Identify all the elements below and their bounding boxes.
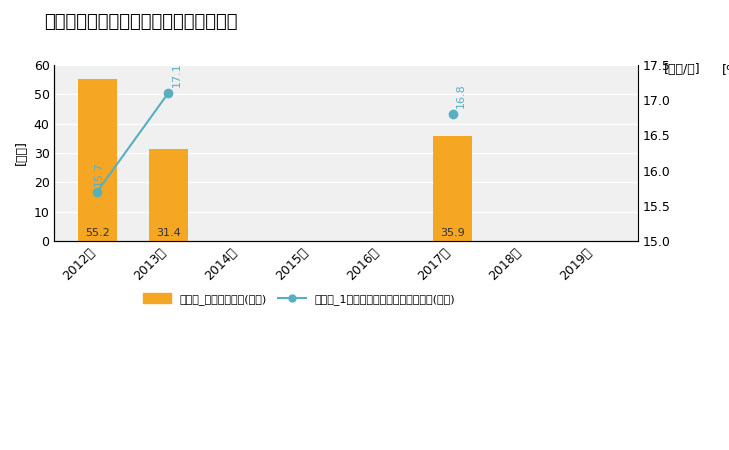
Legend: 産業用_工事費予定額(左軸), 産業用_1平米当たり平均工事費予定額(右軸): 産業用_工事費予定額(左軸), 産業用_1平米当たり平均工事費予定額(右軸) [139,289,460,310]
Bar [433,136,472,241]
Text: 17.1: 17.1 [172,62,182,87]
Text: 15.7: 15.7 [93,162,104,186]
Y-axis label: [億円]: [億円] [15,140,28,166]
Text: 55.2: 55.2 [85,228,109,238]
Text: 16.8: 16.8 [456,83,466,108]
Text: 31.4: 31.4 [156,228,181,238]
Bar [149,149,188,241]
Text: 35.9: 35.9 [440,228,465,238]
Text: 産業用建築物の工事費予定額合計の推移: 産業用建築物の工事費予定額合計の推移 [44,14,237,32]
Text: [万円/㎡]: [万円/㎡] [663,63,700,76]
Bar [77,79,117,241]
Text: [%]: [%] [722,63,729,76]
